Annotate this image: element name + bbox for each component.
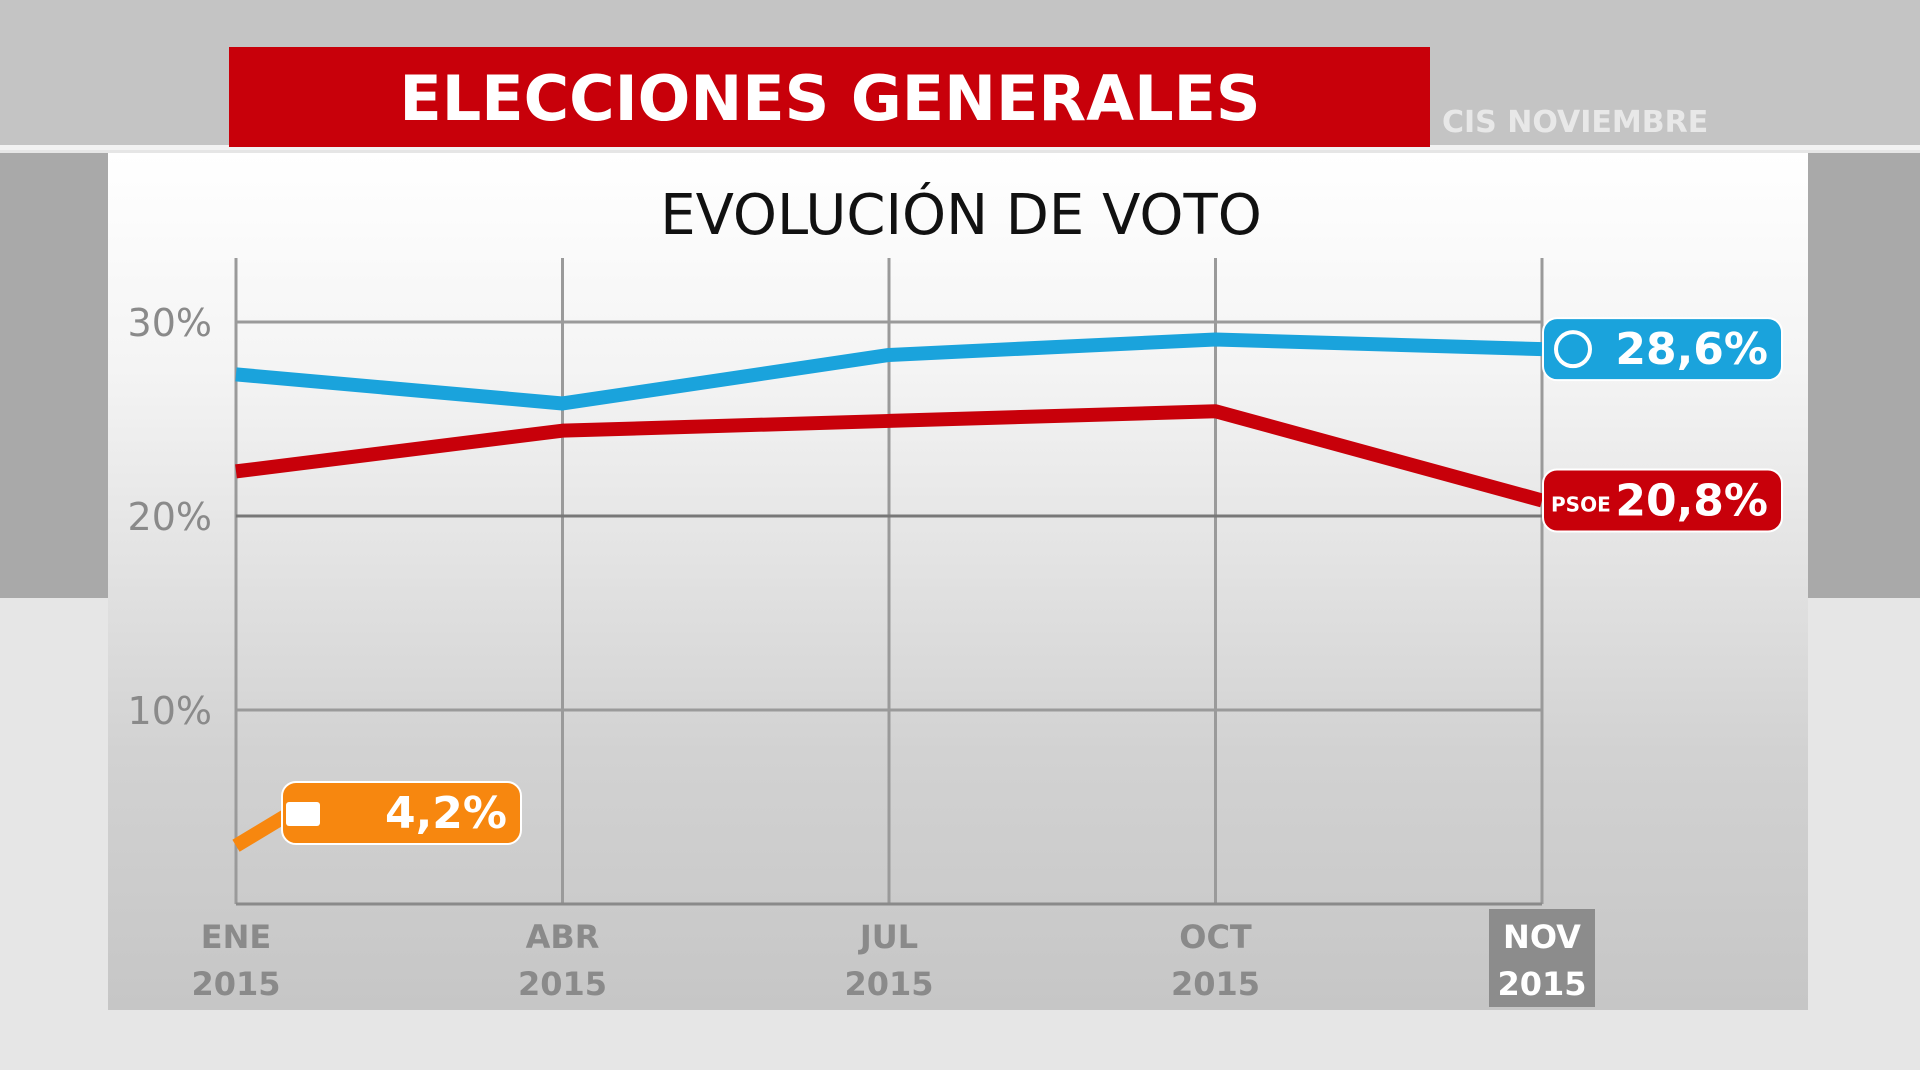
chart-panel bbox=[108, 153, 1808, 1010]
x-tick-label-month: JUL bbox=[858, 918, 918, 956]
psoe-logo-icon: PSOE bbox=[1551, 492, 1611, 516]
header-title: ELECCIONES GENERALES bbox=[399, 62, 1260, 135]
source-label: CIS NOVIEMBRE bbox=[1442, 105, 1708, 140]
chart-title: EVOLUCIÓN DE VOTO bbox=[660, 183, 1262, 248]
y-tick-label: 10% bbox=[128, 689, 212, 733]
highlight-category-box bbox=[1489, 909, 1595, 1007]
psoe-value-badge bbox=[1542, 468, 1783, 533]
x-tick-label-month: ABR bbox=[526, 918, 600, 956]
cs-value-badge bbox=[281, 781, 522, 845]
psoe-line bbox=[235, 404, 1544, 508]
pp-line bbox=[235, 332, 1543, 411]
y-tick-label: 20% bbox=[128, 495, 212, 539]
x-tick-label-month: OCT bbox=[1179, 918, 1252, 956]
plot-area: ENE 2015 ABR 2015 JUL 2015 OCT 2015 NOV 2015 10% 20… bbox=[128, 258, 1783, 1007]
top-band-divider bbox=[0, 145, 1920, 150]
x-tick-label-year: 2015 bbox=[191, 965, 280, 1003]
cs-logo-icon bbox=[286, 802, 320, 826]
cs-value-label: 4,2% bbox=[385, 788, 507, 839]
pp-logo-icon bbox=[1554, 330, 1592, 369]
x-tick-label-year: 2015 bbox=[1171, 965, 1260, 1003]
x-tick-label-year: 2015 bbox=[1497, 965, 1586, 1003]
x-tick-label-month: ENE bbox=[201, 918, 272, 956]
pp-value-badge bbox=[1542, 317, 1783, 382]
x-tick-label-month: NOV bbox=[1503, 918, 1581, 956]
x-tick-label-year: 2015 bbox=[518, 965, 607, 1003]
title-bar bbox=[229, 47, 1430, 147]
psoe-value-label: 20,8% bbox=[1615, 475, 1768, 526]
pp-value-label: 28,6% bbox=[1615, 324, 1768, 375]
x-tick-label-year: 2015 bbox=[844, 965, 933, 1003]
y-tick-label: 30% bbox=[128, 301, 212, 345]
